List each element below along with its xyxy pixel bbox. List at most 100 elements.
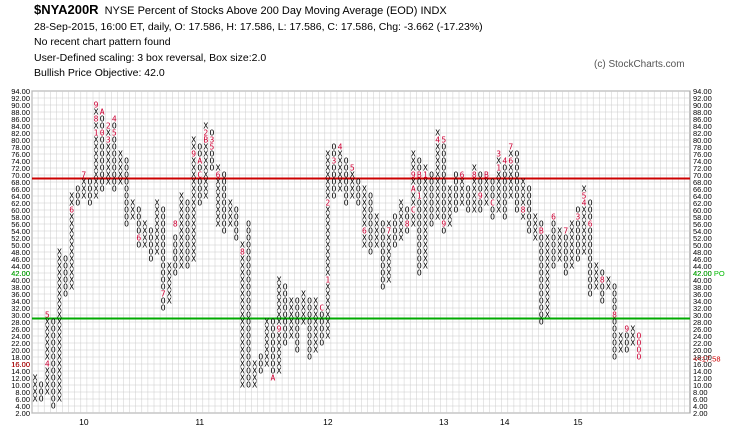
last-price-label-left: 16.00 [11,360,30,369]
x-box: X [618,339,623,348]
y-tick-label-left: 8.00 [15,388,30,397]
y-tick-label-right: 22.00 [693,339,712,348]
x-box: X [325,290,330,299]
o-box: O [246,241,251,250]
x-box: X [325,157,330,166]
o-box: O [380,262,385,271]
o-box: O [429,171,434,180]
x-box: X [118,157,123,166]
o-box: O [393,227,398,236]
o-box: O [283,304,288,313]
o-box: O [319,311,324,320]
x-box: X [496,185,501,194]
x-box: X [240,290,245,299]
o-box: O [88,185,93,194]
y-tick-label-left: 40.00 [11,276,30,285]
x-box: X [630,339,635,348]
o-box: O [100,143,105,152]
o-box: O [417,164,422,173]
o-box: O [246,255,251,264]
o-box: O [63,290,68,299]
y-tick-label-left: 14.00 [11,367,30,376]
o-box: O [197,178,202,187]
o-box: O [539,248,544,257]
o-box: O [161,269,166,278]
y-tick-label-left: 54.00 [11,227,30,236]
x-box: X [399,220,404,229]
o-box: O [539,255,544,264]
o-box: O [149,255,154,264]
o-box: O [527,206,532,215]
o-box: O [588,269,593,278]
x-box: X [155,213,160,222]
x-box: X [582,185,587,194]
o-box: O [380,269,385,278]
o-box: O [429,213,434,222]
y-tick-label-right: 70.00 [693,171,712,180]
o-box: O [454,199,459,208]
y-tick-label-right: 58.00 [693,213,712,222]
x-box: X [484,199,489,208]
x-box: X [45,325,50,334]
x-box: X [411,164,416,173]
o-box: O [63,255,68,264]
x-box: X [228,220,233,229]
o-box: O [393,213,398,222]
o-box: O [588,276,593,285]
o-box: O [173,234,178,243]
o-box: O [319,318,324,327]
x-box: X [277,367,282,376]
o-box: O [234,234,239,243]
x-box: X [57,255,62,264]
x-box: X [582,206,587,215]
x-box: X [582,234,587,243]
x-box: X [435,206,440,215]
x-box: X [57,276,62,285]
o-box: O [112,185,117,194]
x-box: X [350,178,355,187]
y-tick-label-right: 52.00 [693,234,712,243]
o-box: O [344,171,349,180]
o-box: O [478,171,483,180]
o-box: O [417,248,422,257]
o-box: O [124,178,129,187]
o-box: O [307,332,312,341]
x-box: X [45,353,50,362]
y-tick-label-right: 60.00 [693,206,712,215]
x-box: X [240,304,245,313]
x-box: X [423,192,428,201]
x-box: X [264,346,269,355]
o-box: O [63,262,68,271]
o-box: O [515,199,520,208]
x-box: X [472,192,477,201]
o-box: O [356,185,361,194]
y-tick-label-left: 60.00 [11,206,30,215]
o-box: O [441,178,446,187]
x-axis-label: 15 [573,417,583,427]
x-box: X [423,227,428,236]
x-box: X [423,234,428,243]
o-box: O [222,178,227,187]
x-box: X [240,318,245,327]
o-box: O [624,346,629,355]
o-box: O [515,157,520,166]
x-box: X [325,227,330,236]
y-tick-label-left: 24.00 [11,332,30,341]
y-tick-label-left: 12.00 [11,374,30,383]
x-box: X [179,206,184,215]
x-box: X [325,220,330,229]
x-box: X [545,276,550,285]
y-tick-label-right: 86.00 [693,115,712,124]
o-box: O [246,311,251,320]
y-tick-label-right: 34.00 [693,297,712,306]
x-box: X [521,185,526,194]
month-marker: B [539,227,544,236]
month-marker: 9 [441,220,446,229]
x-box: X [216,192,221,201]
x-box: X [496,157,501,166]
x-box: X [435,213,440,222]
o-box: O [441,206,446,215]
x-box: X [179,213,184,222]
x-box: X [240,262,245,271]
month-marker: 7 [563,227,568,236]
